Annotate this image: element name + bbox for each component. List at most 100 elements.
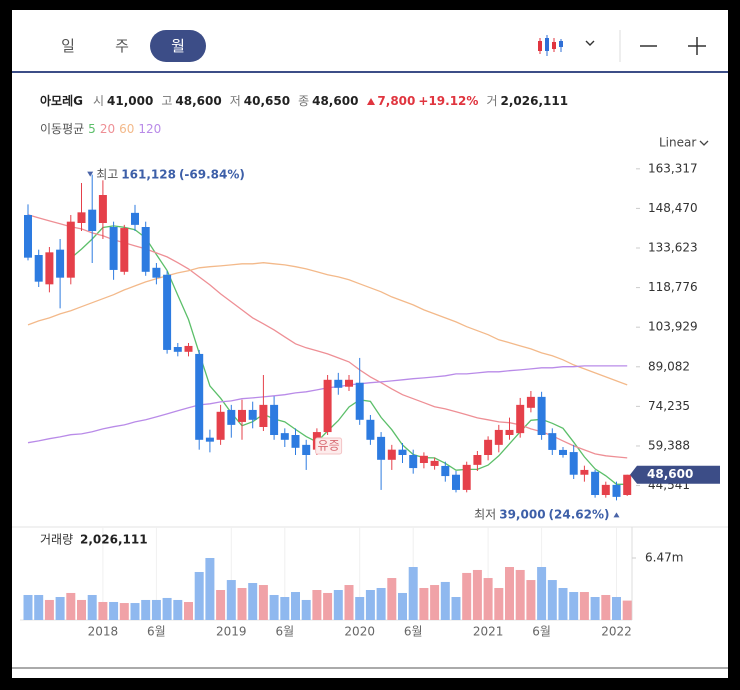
candle-body (355, 382, 364, 420)
candle-body (334, 379, 343, 388)
volume-bar (23, 594, 33, 620)
period-tab[interactable]: 일 (61, 37, 75, 55)
candle-body (77, 212, 86, 223)
moving-average-line (70, 225, 628, 485)
volume-title: 거래량 (40, 533, 73, 547)
candle-body (280, 433, 289, 440)
volume-bar (323, 592, 333, 620)
candle-body (173, 347, 182, 352)
quote-value: 48,600 (312, 93, 359, 108)
candle-body (526, 396, 535, 408)
candle-body (45, 252, 54, 285)
candle-body (601, 484, 610, 495)
candle-body (462, 464, 471, 490)
x-tick-label: 2021 (473, 625, 504, 639)
volume-bar (226, 580, 236, 620)
volume-bar (601, 594, 611, 620)
volume-bar (547, 580, 557, 620)
volume-bar (558, 587, 568, 620)
quote-value: 41,000 (107, 93, 154, 108)
candle-body (227, 409, 236, 425)
volume-bar (419, 587, 429, 620)
candle-body (559, 449, 567, 455)
x-tick-label: 6월 (532, 625, 551, 639)
event-label: 유증 (318, 439, 340, 453)
volume-bar (333, 590, 343, 620)
volume-bar (365, 590, 375, 620)
ma-label: 이동평균 (40, 122, 85, 136)
y-tick-label: 74,235 (648, 399, 690, 413)
chart-type-button[interactable] (538, 35, 595, 56)
candle-body (56, 249, 65, 278)
low-annotation: 최저 39,000 (24.62%) (474, 507, 609, 521)
volume-bar (622, 600, 632, 620)
candle-body (184, 345, 193, 352)
candle-body (398, 449, 407, 455)
candle-body (131, 212, 139, 225)
scale-chevron (699, 140, 709, 146)
candle-body (505, 429, 514, 435)
y-tick-label: 59,388 (648, 438, 690, 452)
legend-entry: 120 (138, 122, 162, 136)
volume-bar (280, 597, 290, 620)
y-tick-label: 163,317 (648, 161, 698, 175)
candle-body (494, 429, 503, 445)
legend-entry: 60 (119, 122, 135, 136)
volume-bar (494, 587, 504, 620)
volume-bar (515, 569, 525, 620)
volume-bar (291, 592, 300, 620)
y-tick-label: 118,776 (648, 280, 698, 294)
volume-bar (237, 587, 247, 620)
volume-bar (590, 597, 600, 620)
period-tab[interactable]: 월 (150, 30, 206, 62)
quote-bar: 아모레G 시 41,000 고 48,600 저 40,650 종 48,600 7,800 +19… (40, 92, 576, 109)
y-tick-label: 148,470 (648, 201, 698, 215)
legend-entry: 20 (99, 122, 116, 136)
high-label: 최고 (96, 167, 118, 181)
volume-bar (87, 594, 97, 620)
volume-bar (248, 583, 258, 620)
scale-selector[interactable]: Linear (659, 136, 696, 150)
stock-name: 아모레G (40, 94, 83, 108)
low-value: 39,000 (499, 507, 545, 521)
volume-bar (173, 599, 183, 620)
volume-bar (526, 580, 536, 620)
moving-average-line (27, 262, 628, 386)
zoom-in-button[interactable] (688, 37, 706, 55)
quote-value: 40,650 (243, 93, 291, 108)
candle-body (441, 465, 450, 477)
candle-body (484, 439, 493, 455)
high-value: 161,128 (121, 167, 176, 181)
volume-tick-label: 6.47m (645, 550, 683, 564)
volume-bar (462, 572, 472, 620)
candle-body (548, 433, 557, 450)
period-tab[interactable]: 주 (115, 37, 129, 55)
low-change: (24.62%) (549, 507, 610, 521)
candle-body (409, 455, 418, 469)
volume-bar (66, 592, 76, 620)
candle-body (591, 471, 600, 495)
candle-body (163, 274, 172, 350)
change-arrow (367, 97, 376, 105)
candle-body (366, 419, 375, 440)
candle-body (88, 209, 97, 231)
x-tick-label: 2019 (216, 625, 247, 639)
candle-body (580, 469, 589, 475)
candle-body (24, 215, 32, 258)
volume-bar (141, 599, 151, 620)
volume-bar (505, 567, 514, 620)
volume-latest: 2,026,111 (80, 533, 148, 547)
volume-bar (194, 571, 204, 620)
volume-bar (451, 597, 461, 620)
candle-body (452, 474, 460, 490)
candle-body (66, 221, 75, 278)
y-tick-label: 103,929 (648, 320, 698, 334)
y-tick-label: 133,623 (648, 241, 698, 255)
candle-body (216, 411, 225, 440)
candle-body (302, 444, 311, 455)
candle-body (569, 452, 578, 475)
candle-body (377, 436, 386, 460)
volume-bar (537, 567, 547, 620)
candle-body (120, 228, 129, 272)
